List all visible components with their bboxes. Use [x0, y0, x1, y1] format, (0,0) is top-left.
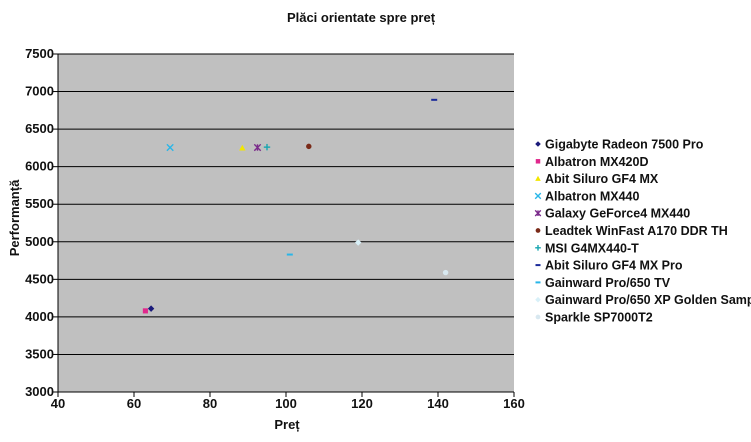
legend-item: Albatron MX420D [535, 155, 649, 169]
x-tick-label: 160 [503, 396, 525, 411]
legend-item: Albatron MX440 [534, 189, 640, 203]
legend-label: Galaxy GeForce4 MX440 [545, 207, 690, 221]
y-tick-label: 4000 [25, 309, 54, 324]
y-axis-ticks: 3000 3500 4000 4500 5000 5500 6000 6500 7000 7500 [25, 46, 58, 399]
legend-item: Galaxy GeForce4 MX440 [534, 207, 690, 221]
data-point [431, 98, 438, 101]
data-point [142, 308, 148, 314]
legend-label: Abit Siluro GF4 MX Pro [545, 259, 683, 273]
legend-item: Gainward Pro/650 TV [535, 276, 671, 290]
y-tick-label: 5000 [25, 234, 54, 249]
legend-marker [535, 264, 541, 267]
x-tick-label: 80 [203, 396, 217, 411]
legend-label: MSI G4MX440-T [545, 241, 639, 255]
data-point [286, 253, 293, 256]
y-axis-label: Performanță [7, 179, 22, 256]
data-point [239, 144, 246, 151]
legend-item: Leadtek WinFast A170 DDR TH [535, 224, 728, 238]
x-axis-label: Preț [274, 417, 300, 432]
legend-label: Gainward Pro/650 XP Golden Sample [545, 293, 751, 307]
data-points [142, 98, 449, 314]
x-tick-label: 40 [51, 396, 65, 411]
legend-marker [535, 245, 541, 251]
y-tick-label: 6500 [25, 121, 54, 136]
legend-item: Gigabyte Radeon 7500 Pro [535, 138, 704, 152]
legend-marker [535, 314, 541, 320]
legend-item: Abit Siluro GF4 MX [535, 172, 659, 186]
legend-marker [535, 296, 541, 303]
legend-item: Sparkle SP7000T2 [535, 311, 653, 325]
legend-marker [535, 228, 541, 233]
legend-label: Albatron MX440 [545, 189, 640, 203]
plot-area [58, 54, 514, 392]
legend-marker [535, 281, 541, 284]
chart-title: Plăci orientate spre preț [287, 10, 436, 25]
data-point [306, 143, 312, 150]
y-tick-label: 7500 [25, 46, 54, 61]
legend-item: Abit Siluro GF4 MX Pro [535, 259, 683, 273]
x-tick-label: 100 [275, 396, 297, 411]
data-point [442, 269, 449, 276]
legend-label: Gainward Pro/650 TV [545, 276, 671, 290]
legend-label: Gigabyte Radeon 7500 Pro [545, 138, 704, 152]
y-tick-label: 6000 [25, 159, 54, 174]
legend-item: Gainward Pro/650 XP Golden Sample [535, 293, 751, 307]
y-tick-label: 3000 [25, 384, 54, 399]
legend-marker [535, 141, 541, 147]
legend-label: Leadtek WinFast A170 DDR TH [545, 224, 728, 238]
y-tick-label: 7000 [25, 84, 54, 99]
legend-marker [535, 159, 541, 164]
x-tick-label: 140 [427, 396, 449, 411]
legend-item: MSI G4MX440-T [535, 241, 639, 255]
data-point [355, 239, 362, 246]
x-tick-label: 60 [127, 396, 141, 411]
legend-label: Abit Siluro GF4 MX [545, 172, 659, 186]
legend-marker [535, 175, 541, 181]
legend-label: Sparkle SP7000T2 [545, 311, 653, 325]
legend-marker [534, 192, 542, 200]
x-axis-ticks: 40 60 80 100 120 140 160 [51, 392, 525, 411]
data-point [253, 143, 262, 152]
x-tick-label: 120 [351, 396, 373, 411]
y-tick-label: 3500 [25, 346, 54, 361]
legend-marker [534, 209, 542, 217]
legend-label: Albatron MX420D [545, 155, 649, 169]
data-point [147, 305, 155, 312]
legend: Gigabyte Radeon 7500 Pro Albatron MX420D A… [534, 138, 751, 325]
y-tick-label: 5500 [25, 196, 54, 211]
data-point [263, 143, 271, 151]
data-point [166, 143, 174, 152]
y-tick-label: 4500 [25, 271, 54, 286]
